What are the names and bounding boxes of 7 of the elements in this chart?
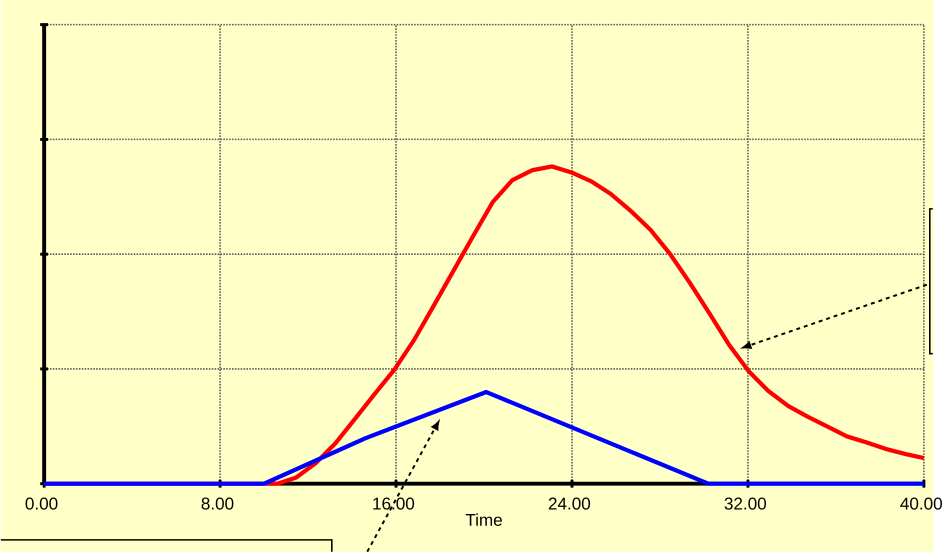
x-tick-label: 0.00	[26, 498, 58, 510]
x-tick-label: 32.00	[724, 498, 766, 510]
x-axis-title: Time	[466, 514, 502, 526]
x-tick-label: 24.00	[548, 498, 590, 510]
x-tick-label: 16.00	[373, 498, 414, 510]
x-tick-label: 8.00	[202, 498, 234, 510]
x-tick-label: 40.00	[900, 498, 942, 510]
